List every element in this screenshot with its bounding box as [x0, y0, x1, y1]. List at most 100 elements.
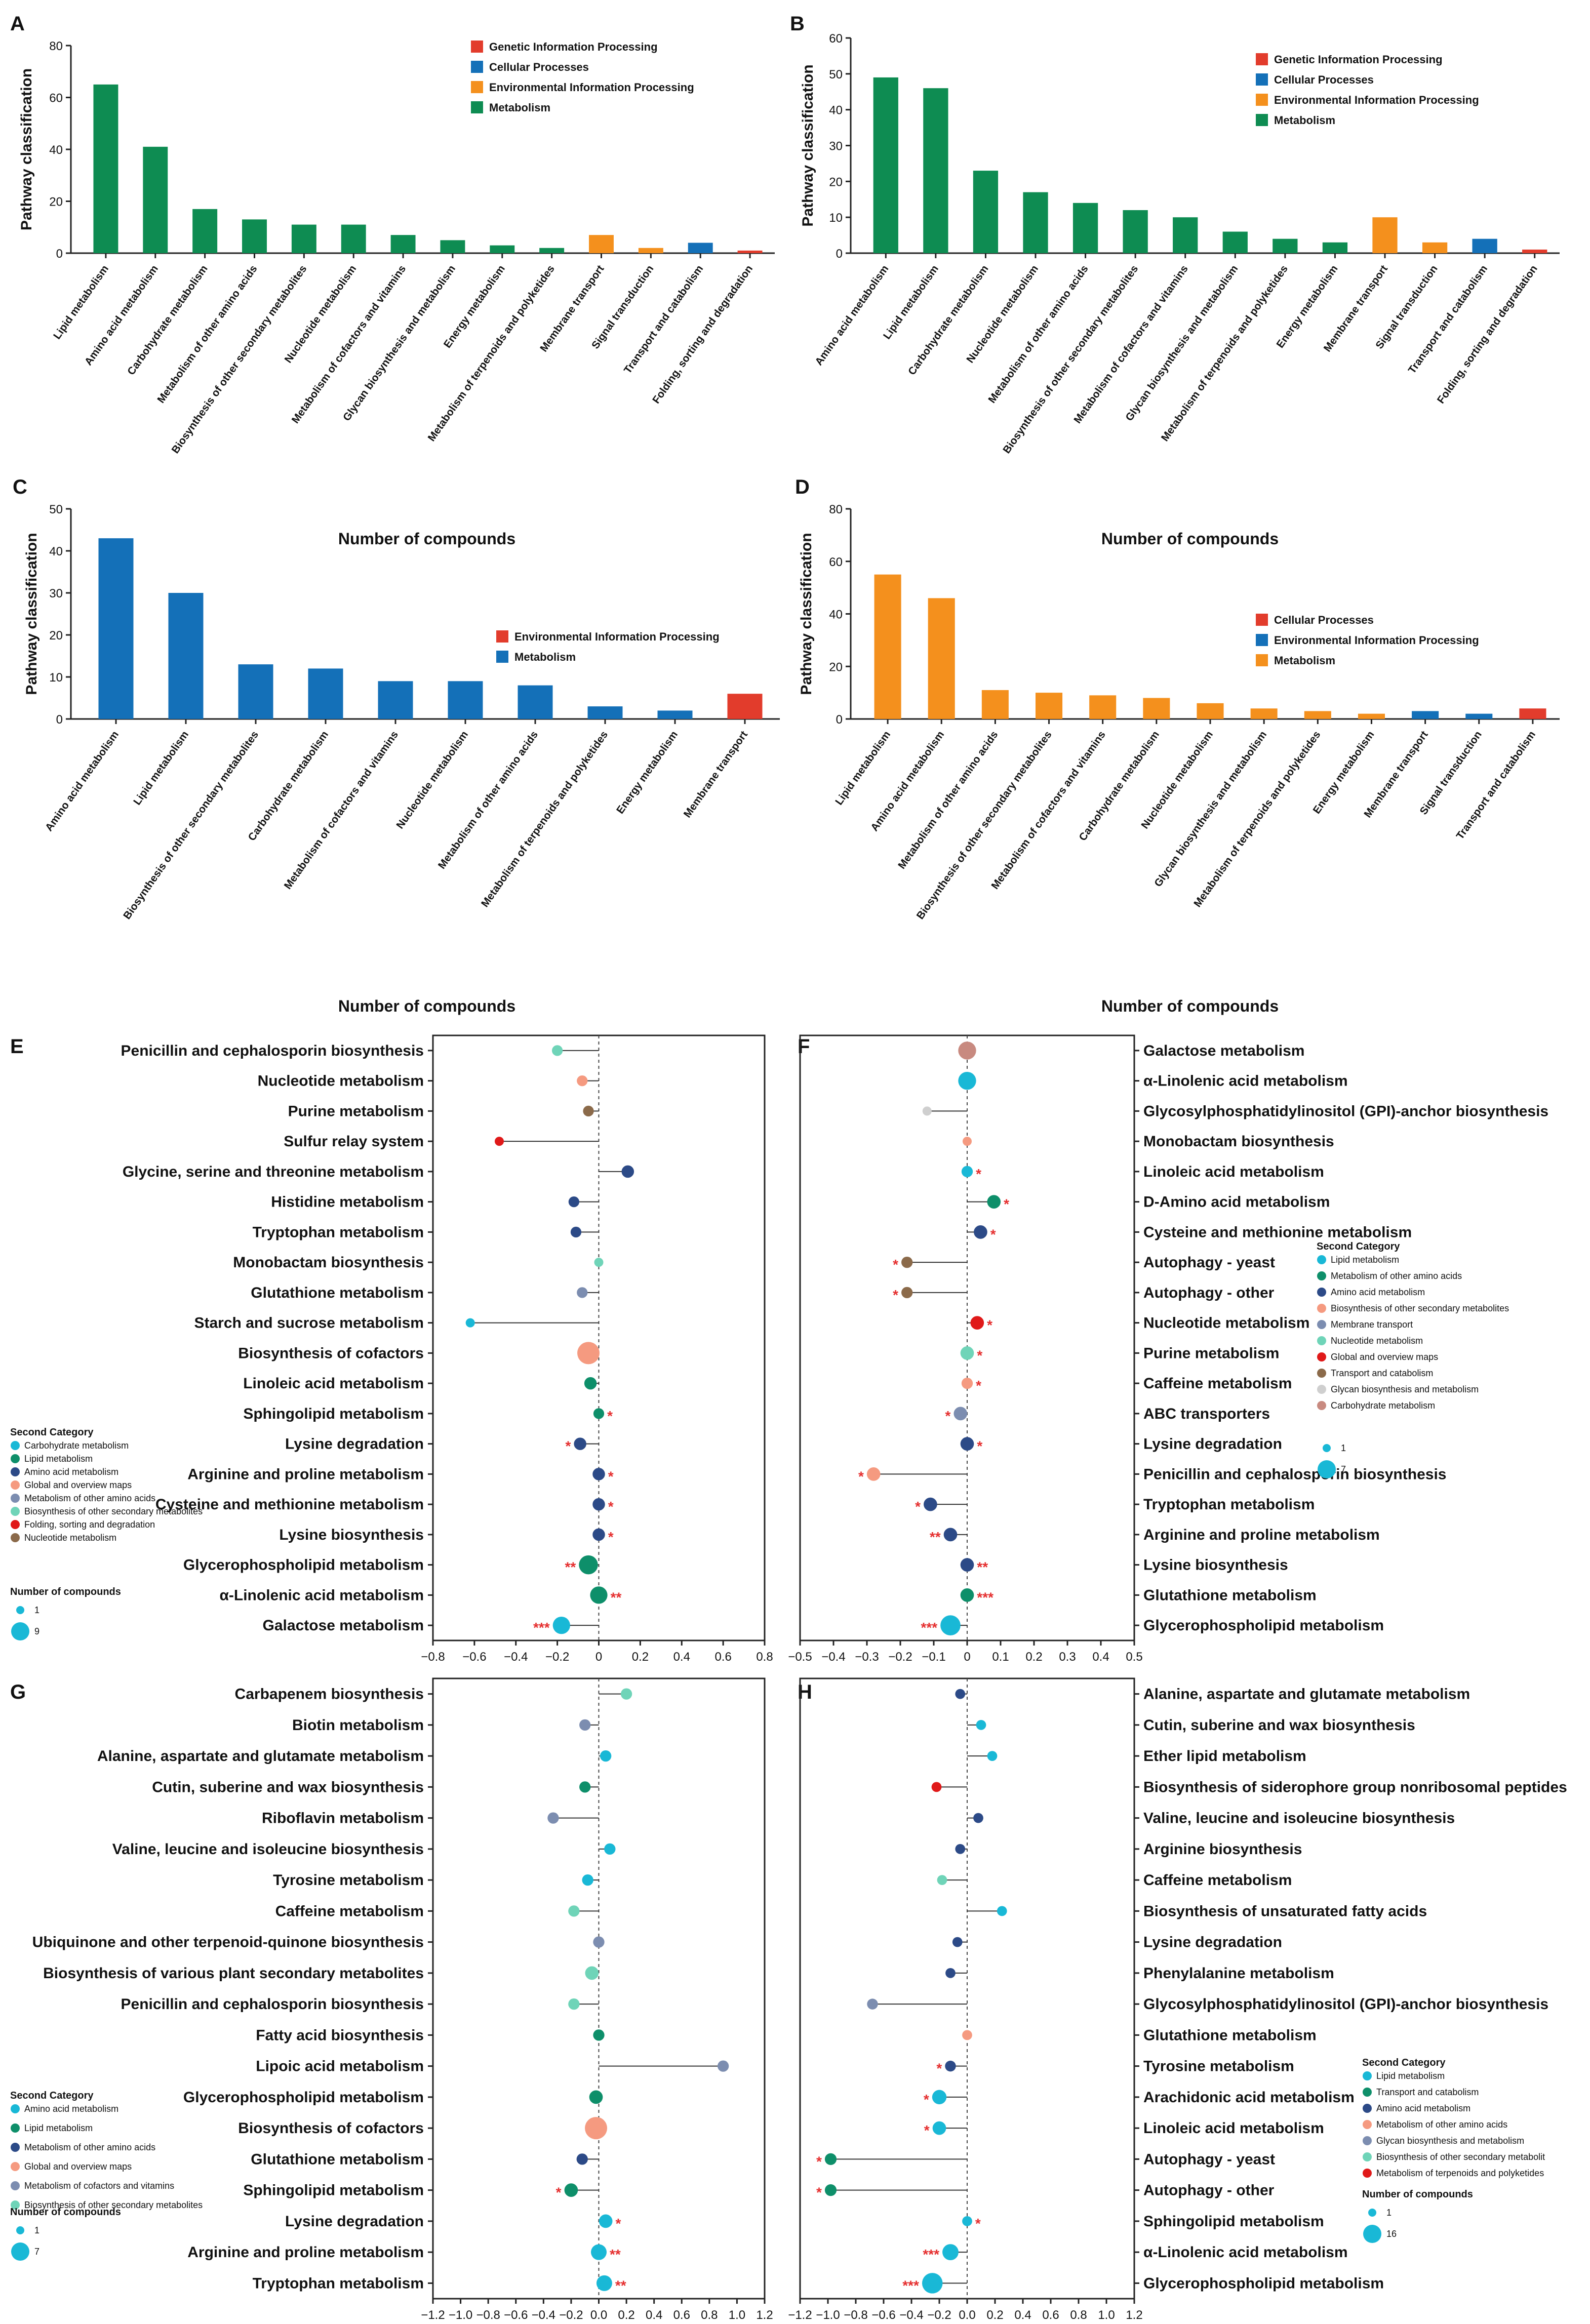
size-legend-large-dot	[11, 2242, 29, 2261]
pathway-label: α-Linolenic acid metabolism	[1143, 2244, 1348, 2261]
dot-f-11	[961, 1377, 973, 1389]
pathway-label: Arginine and proline metabolism	[187, 1466, 424, 1482]
bar-d-5	[1143, 698, 1170, 719]
legend-label: Lipid metabolism	[1376, 2071, 1445, 2081]
legend-label: Metabolism of other amino acids	[1376, 2119, 1507, 2130]
pathway-label: Biosynthesis of various plant secondary …	[43, 1965, 424, 1982]
x-tick-label: 0.6	[673, 2308, 690, 2322]
size-legend-small-dot	[16, 1606, 24, 1614]
legend-dot	[11, 1454, 20, 1463]
x-tick-label: Biosynthesis of other secondary metaboli…	[121, 729, 261, 921]
bar-a-0	[93, 84, 118, 253]
dot-e-6	[570, 1226, 582, 1237]
bar-d-7	[1250, 708, 1278, 719]
x-tick-label: Metabolism of cofactors and vitamins	[1071, 263, 1190, 426]
dot-e-15	[592, 1498, 605, 1511]
pathway-label: Linoleic acid metabolism	[1143, 1164, 1324, 1180]
bar-a-9	[539, 248, 565, 253]
significance-mark: **	[611, 1589, 622, 1605]
size-legend-small-dot	[16, 2226, 24, 2234]
significance-mark: *	[556, 2185, 562, 2200]
panel-label: B	[790, 13, 805, 35]
pathway-label: Glutathione metabolism	[251, 2151, 424, 2168]
legend-label: Genetic Information Processing	[489, 41, 658, 53]
significance-mark: **	[565, 1559, 576, 1575]
legend-dot	[11, 1507, 20, 1516]
y-tick-label: 40	[49, 545, 63, 558]
x-tick-label: Glycan biosynthesis and metabolism	[1123, 263, 1240, 423]
dot-h-4	[973, 1813, 983, 1823]
size-legend-title: Number of compounds	[10, 1586, 121, 1597]
legend-dot	[11, 1441, 20, 1450]
legend-dot	[11, 1480, 20, 1490]
size-legend-title: Number of compounds	[10, 2207, 121, 2218]
y-tick-label: 0	[836, 247, 843, 261]
dot-e-8	[577, 1287, 588, 1298]
significance-mark: ***	[977, 1589, 993, 1605]
legend-swatch	[496, 651, 508, 663]
bar-b-8	[1273, 238, 1298, 253]
legend-swatch	[1256, 614, 1268, 626]
bar-a-11	[638, 248, 663, 253]
dot-h-6	[937, 1875, 947, 1885]
dot-h-15	[824, 2153, 837, 2165]
dot-g-4	[547, 1812, 559, 1824]
dot-g-15	[576, 2153, 588, 2165]
bar-d-8	[1304, 711, 1331, 719]
dot-f-2	[922, 1106, 932, 1116]
dot-h-14	[932, 2121, 946, 2135]
bar-a-8	[490, 245, 515, 253]
significance-mark: *	[858, 1468, 864, 1484]
pathway-label: Arachidonic acid metabolism	[1143, 2089, 1355, 2106]
pathway-label: α-Linolenic acid metabolism	[1143, 1073, 1348, 1090]
legend-swatch	[1256, 114, 1268, 126]
legend-dot	[1363, 2120, 1372, 2129]
x-tick-label: −0.6	[462, 1650, 486, 1664]
legend-label: Global and overview maps	[1331, 1352, 1438, 1362]
pathway-label: Glycerophospholipid metabolism	[183, 1557, 424, 1574]
x-tick-label: −0.2	[927, 2308, 951, 2322]
x-tick-label: 0.0	[959, 2308, 975, 2322]
panel-label: G	[10, 1681, 26, 1703]
pathway-label: Lysine degradation	[1143, 1436, 1282, 1453]
legend-swatch	[496, 630, 508, 643]
legend-label: Cellular Processes	[1274, 73, 1374, 86]
significance-mark: *	[977, 1438, 982, 1454]
legend-label: Carbohydrate metabolism	[1331, 1400, 1435, 1411]
significance-mark: *	[893, 1287, 898, 1303]
x-tick-label: Folding, sorting and degradation	[1435, 263, 1540, 406]
legend-label: Biosynthesis of other secondary metaboli…	[24, 1506, 203, 1516]
pathway-label: Glutathione metabolism	[1143, 1587, 1317, 1604]
dot-g-14	[585, 2117, 608, 2140]
pathway-label: Tyrosine metabolism	[273, 1872, 424, 1889]
x-tick-label: 0.8	[701, 2308, 718, 2322]
dot-g-12	[717, 2060, 729, 2072]
significance-mark: ***	[902, 2277, 919, 2293]
legend-dot	[1317, 1255, 1326, 1264]
pathway-label: Tryptophan metabolism	[253, 2275, 424, 2292]
y-tick-label: 0	[836, 713, 843, 727]
dot-g-5	[604, 1843, 616, 1855]
y-tick-label: 40	[829, 104, 843, 117]
bar-c-1	[168, 593, 204, 719]
pathway-label: Valine, leucine and isoleucine biosynthe…	[1143, 1810, 1455, 1827]
x-tick-label: 0.8	[1070, 2308, 1087, 2322]
pathway-label: Autophagy - other	[1143, 1285, 1275, 1301]
dot-f-10	[960, 1346, 974, 1360]
dot-h-12	[945, 2060, 956, 2072]
pathway-label: Tyrosine metabolism	[1143, 2058, 1294, 2075]
x-tick-label: Metabolism of cofactors and vitamins	[282, 729, 401, 892]
legend-label: Genetic Information Processing	[1274, 53, 1443, 66]
legend-dot	[1363, 2104, 1372, 2113]
x-tick-label: Amino acid metabolism	[43, 729, 121, 833]
y-tick-label: 10	[829, 211, 843, 225]
dot-g-11	[593, 2029, 605, 2041]
legend-label: Metabolism	[489, 101, 550, 114]
pathway-label: Monobactam biosynthesis	[233, 1254, 424, 1271]
x-tick-label: Amino acid metabolism	[813, 263, 891, 368]
pathway-label: Glycerophospholipid metabolism	[1143, 1617, 1384, 1634]
bar-a-5	[341, 224, 366, 253]
legend-dot	[1317, 1385, 1326, 1394]
y-tick-label: 20	[49, 195, 63, 209]
legend-label: Metabolism	[1274, 654, 1335, 667]
